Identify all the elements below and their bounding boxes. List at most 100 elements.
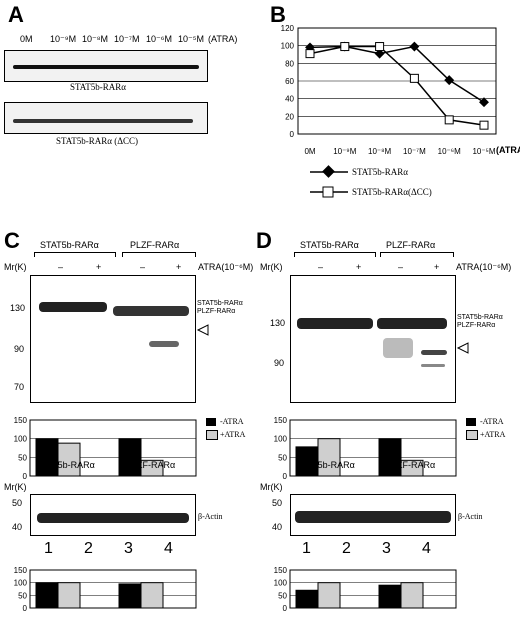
y-tick-label: 40 (285, 95, 294, 104)
y-tick-label: 50 (278, 591, 287, 600)
sign: – (318, 262, 324, 272)
bar (295, 589, 319, 609)
bar (317, 438, 341, 477)
y-tick-label: 60 (285, 77, 294, 86)
group-label-c1: STAT5b-RARα (40, 240, 99, 250)
sign: + (96, 262, 102, 272)
actin-marker-40: 40 (272, 522, 283, 532)
conc-label: 0M (20, 34, 33, 44)
group-bracket (34, 252, 116, 257)
bar-cat-label: PLZF-RARα (126, 460, 176, 470)
group-bracket (122, 252, 196, 257)
arrow-label-2: PLZF-RARα (197, 308, 236, 315)
sign: – (140, 262, 146, 272)
y-tick-label: 100 (274, 435, 288, 444)
square-point (479, 120, 489, 130)
x-tick-label: 10⁻⁸M (368, 147, 391, 156)
series-line (309, 45, 485, 103)
bar-cat-label: STAT5b-RARα (36, 460, 95, 470)
legend-black-swatch (206, 418, 216, 426)
y-tick-label: 0 (283, 472, 288, 481)
conc-label: (ATRA) (208, 34, 238, 44)
y-tick-label: 20 (285, 112, 294, 121)
panel-b-line-chart: 0 20 40 60 80 100 120 0M 10⁻⁹M 10⁻⁸M 10⁻⁷M 10⁻⁶M 10⁻… (281, 24, 520, 198)
lane-number: 1 (302, 540, 311, 557)
y-tick-label: 150 (14, 416, 28, 425)
arrow-label-2: PLZF-RARα (457, 322, 496, 329)
bar (118, 583, 142, 609)
conc-label: 10⁻⁸M (82, 34, 109, 44)
bar (140, 459, 164, 477)
diamond-point (374, 48, 385, 59)
y-tick-label: 50 (18, 453, 27, 462)
y-tick-label: 120 (281, 24, 295, 33)
sign: + (356, 262, 362, 272)
bar-cat-label: PLZF-RARα (386, 460, 436, 470)
marker-70: 70 (14, 382, 25, 392)
square-point (375, 42, 385, 52)
diamond-point (444, 75, 455, 86)
d-upper-bar-chart: 0 50 100 150 (274, 416, 457, 481)
x-axis-label: (ATRA) (496, 145, 520, 155)
y-tick-label: 0 (290, 130, 295, 139)
blot-a2-label: STAT5b-RARα (ΔCC) (56, 136, 139, 146)
mr-label: Mr(K) (4, 262, 27, 272)
square-point (409, 73, 419, 83)
lane-number: 1 (44, 540, 53, 557)
group-label-d1: STAT5b-RARα (300, 240, 359, 250)
actin-label: β-Actin (198, 512, 223, 521)
y-tick-label: 100 (14, 435, 28, 444)
bar (140, 582, 164, 609)
open-arrow-icon (456, 342, 469, 354)
marker-90: 90 (274, 358, 285, 368)
group-bracket (380, 252, 454, 257)
c-upper-bar-chart: 0 50 100 150 (14, 416, 197, 481)
lane-number: 3 (382, 540, 391, 557)
lane-number: 2 (84, 540, 93, 557)
y-tick-label: 150 (274, 416, 288, 425)
d-lower-bar-chart: 0 50 100 150 (274, 566, 457, 613)
group-label-d2: PLZF-RARα (386, 240, 436, 250)
bar (400, 582, 424, 609)
bar (35, 582, 59, 609)
legend-label-2: STAT5b-RARα(ΔCC) (352, 187, 432, 197)
marker-130: 130 (10, 303, 26, 313)
bar (378, 584, 402, 609)
legend-minus-label: -ATRA (220, 417, 244, 426)
y-tick-label: 100 (281, 42, 295, 51)
actin-label: β-Actin (458, 512, 483, 521)
marker-90: 90 (14, 344, 25, 354)
panel-b-label: B (270, 2, 286, 27)
conc-label: 10⁻⁶M (146, 34, 172, 44)
c-lower-bar-chart: 0 50 100 150 (14, 566, 197, 613)
mr-label: Mr(K) (260, 262, 283, 272)
x-tick-label: 10⁻⁶M (438, 147, 461, 156)
panel-a-label: A (8, 2, 24, 27)
y-tick-label: 80 (285, 59, 294, 68)
sign: + (434, 262, 440, 272)
legend-plus-label: +ATRA (220, 430, 246, 439)
lane-number: 4 (164, 540, 173, 557)
bar (57, 442, 81, 477)
blot-a1-label: STAT5b-RARα (70, 82, 126, 92)
arrow-label-1: STAT5b-RARα (197, 300, 243, 307)
y-tick-label: 50 (278, 453, 287, 462)
x-tick-label: 10⁻⁵M (472, 147, 495, 156)
square-point (340, 42, 350, 52)
atra-label: ATRA(10⁻⁶M) (198, 262, 254, 272)
blot-c-main (30, 275, 196, 403)
x-tick-label: 0M (304, 147, 315, 156)
arrow-label-1: STAT5b-RARα (457, 314, 503, 321)
x-tick-label: 10⁻⁹M (333, 147, 357, 156)
sign: – (58, 262, 64, 272)
marker-130: 130 (270, 318, 286, 328)
blot-a2 (4, 102, 208, 134)
conc-label: 10⁻⁷M (114, 34, 140, 44)
square-point (305, 49, 315, 59)
legend-label-1: STAT5b-RARα (352, 167, 408, 177)
x-tick-label: 10⁻⁷M (403, 147, 426, 156)
blot-a1 (4, 50, 208, 82)
bar (35, 438, 59, 477)
sign: – (398, 262, 404, 272)
legend-square-marker (322, 186, 334, 198)
